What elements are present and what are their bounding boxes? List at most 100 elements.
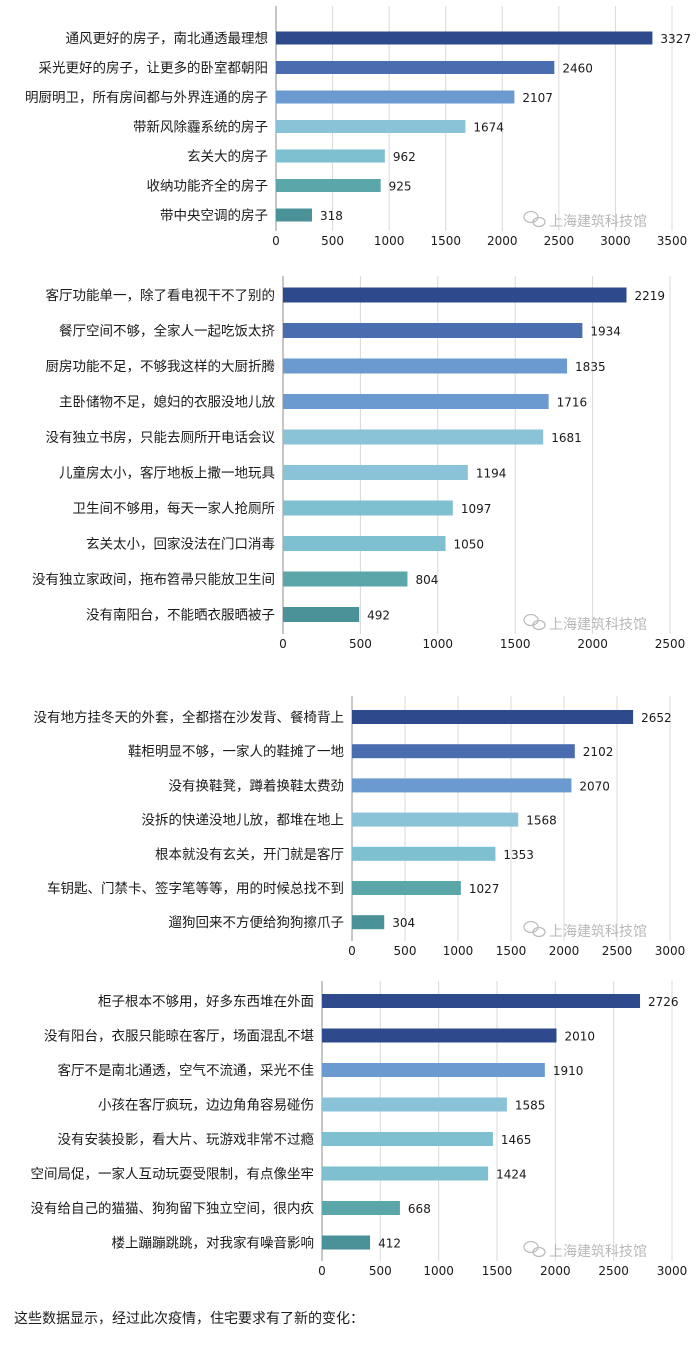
bar — [352, 710, 634, 724]
category-label: 没有给自己的猫猫、狗狗留下独立空间，很内疚 — [31, 1201, 315, 1217]
bar — [352, 744, 575, 759]
bar — [283, 429, 544, 445]
bar — [283, 607, 360, 622]
bar — [276, 61, 555, 74]
bar — [322, 1235, 371, 1250]
category-label: 主卧储物不足，媳妇的衣服没地儿放 — [59, 394, 275, 411]
chart-storage-problems: 0 500 1000 1500 2000 2500 3000 柜子根本不够用，好多东西堆在外面… — [0, 975, 700, 1290]
x-tick-label: 500 — [369, 1264, 392, 1278]
data-label: 2652 — [641, 711, 672, 725]
category-label: 没有南阳台，不能晒衣服晒被子 — [86, 608, 275, 624]
category-label: 带新风除霾系统的房子 — [133, 120, 268, 136]
wechat-icon — [523, 613, 546, 631]
bar — [352, 881, 461, 895]
data-label: 804 — [415, 573, 438, 587]
category-label: 没有阳台，衣服只能晾在客厅，场面混乱不堪 — [44, 1028, 314, 1045]
category-label: 餐厅空间不够，全家人一起吃饭太挤 — [59, 323, 275, 340]
category-label: 厨房功能不足，不够我这样的大厨折腾 — [46, 358, 276, 375]
category-label: 采光更好的房子，让更多的卧室都朝阳 — [39, 60, 269, 77]
x-tick-label: 500 — [394, 944, 417, 958]
x-tick-label: 0 — [279, 637, 287, 651]
x-tick-label: 0 — [318, 1264, 326, 1278]
bar — [322, 1063, 545, 1077]
data-label: 1674 — [473, 121, 504, 135]
x-tick-label: 2500 — [655, 637, 686, 651]
bar — [276, 149, 385, 163]
bar — [352, 846, 496, 861]
category-label: 小孩在客厅疯玩，边边角角容易碰伤 — [98, 1097, 314, 1114]
data-label: 1716 — [557, 396, 588, 410]
x-tick-label: 0 — [348, 944, 356, 958]
data-label: 2102 — [583, 745, 614, 759]
category-label: 柜子根本不够用，好多东西堆在外面 — [98, 993, 314, 1010]
data-label: 1353 — [503, 848, 534, 862]
data-label: 2010 — [565, 1030, 596, 1044]
data-label: 1194 — [476, 467, 507, 481]
category-label: 遛狗回来不方便给狗狗擦爪子 — [169, 914, 345, 931]
bar — [283, 287, 627, 303]
x-tick-label: 1500 — [496, 944, 527, 958]
data-label: 1568 — [526, 814, 557, 828]
wechat-icon — [523, 1240, 546, 1258]
data-label: 1835 — [575, 360, 606, 374]
bar — [283, 465, 468, 480]
bar — [283, 323, 583, 338]
bar — [283, 394, 549, 409]
bar — [322, 994, 641, 1008]
bar — [322, 1166, 489, 1181]
watermark-text: 上海建筑科技馆 — [549, 924, 647, 940]
data-label: 1681 — [551, 431, 582, 445]
watermark-text: 上海建筑科技馆 — [549, 617, 647, 633]
data-label: 1934 — [590, 325, 621, 339]
data-label: 304 — [392, 916, 415, 930]
category-label: 楼上蹦蹦跳跳，对我家有噪音影响 — [112, 1235, 315, 1252]
data-label: 318 — [320, 209, 343, 223]
x-tick-label: 500 — [321, 234, 344, 248]
x-tick-label: 3000 — [657, 1264, 688, 1278]
bar — [276, 90, 515, 104]
data-label: 1910 — [553, 1064, 584, 1078]
bar — [283, 571, 408, 587]
data-label: 1050 — [454, 538, 485, 552]
data-label: 492 — [367, 609, 390, 623]
bar — [276, 208, 312, 222]
x-tick-label: 500 — [349, 637, 372, 651]
category-label: 收纳功能齐全的房子 — [147, 178, 269, 195]
category-label: 通风更好的房子，南北通透最理想 — [66, 31, 269, 47]
bar — [283, 358, 568, 374]
category-label: 玄关太小，回家没法在门口消毒 — [86, 536, 275, 553]
bar — [352, 812, 519, 827]
x-tick-label: 2000 — [540, 1264, 571, 1278]
bar — [276, 179, 381, 192]
data-label: 1027 — [469, 882, 500, 896]
x-tick-label: 2500 — [602, 944, 633, 958]
category-label: 根本就没有玄关，开门就是客厅 — [155, 846, 344, 863]
data-label: 925 — [389, 180, 412, 194]
x-tick-label: 3000 — [655, 944, 686, 958]
x-tick-label: 2500 — [544, 234, 575, 248]
chart-entrance-problems: 0 500 1000 1500 2000 2500 3000 没有地方挂冬天的外套，全都搭在沙… — [0, 690, 700, 970]
data-label: 1097 — [461, 502, 492, 516]
footer-text: 这些数据显示，经过此次疫情，住宅要求有了新的变化： — [14, 1311, 364, 1327]
category-label: 没有独立书房，只能去厕所开电话会议 — [46, 430, 276, 446]
x-tick-label: 2000 — [487, 234, 518, 248]
bar — [276, 120, 466, 133]
bar — [352, 778, 572, 793]
x-tick-label: 2000 — [549, 944, 580, 958]
x-tick-label: 1500 — [430, 234, 461, 248]
x-tick-label: 1000 — [423, 1264, 454, 1278]
x-tick-label: 1500 — [500, 637, 531, 651]
data-label: 2219 — [635, 289, 666, 303]
x-tick-label: 2500 — [598, 1264, 629, 1278]
bar — [352, 915, 385, 930]
category-label: 明厨明卫，所有房间都与外界连通的房子 — [25, 90, 268, 106]
category-label: 鞋柜明显不够，一家人的鞋摊了一地 — [128, 743, 344, 760]
watermark-text: 上海建筑科技馆 — [549, 214, 647, 230]
category-label: 儿童房太小，客厅地板上撒一地玩具 — [59, 465, 275, 482]
category-label: 没有换鞋凳，蹲着换鞋太费劲 — [169, 777, 345, 794]
x-tick-label: 2000 — [577, 637, 608, 651]
chart-ventilation-preferences: 0 500 1000 1500 2000 2500 3000 3500 通风更好的房子，南北通透… — [0, 0, 700, 262]
data-label: 2107 — [522, 91, 553, 105]
data-label: 3327 — [660, 32, 691, 46]
x-tick-label: 1500 — [482, 1264, 513, 1278]
